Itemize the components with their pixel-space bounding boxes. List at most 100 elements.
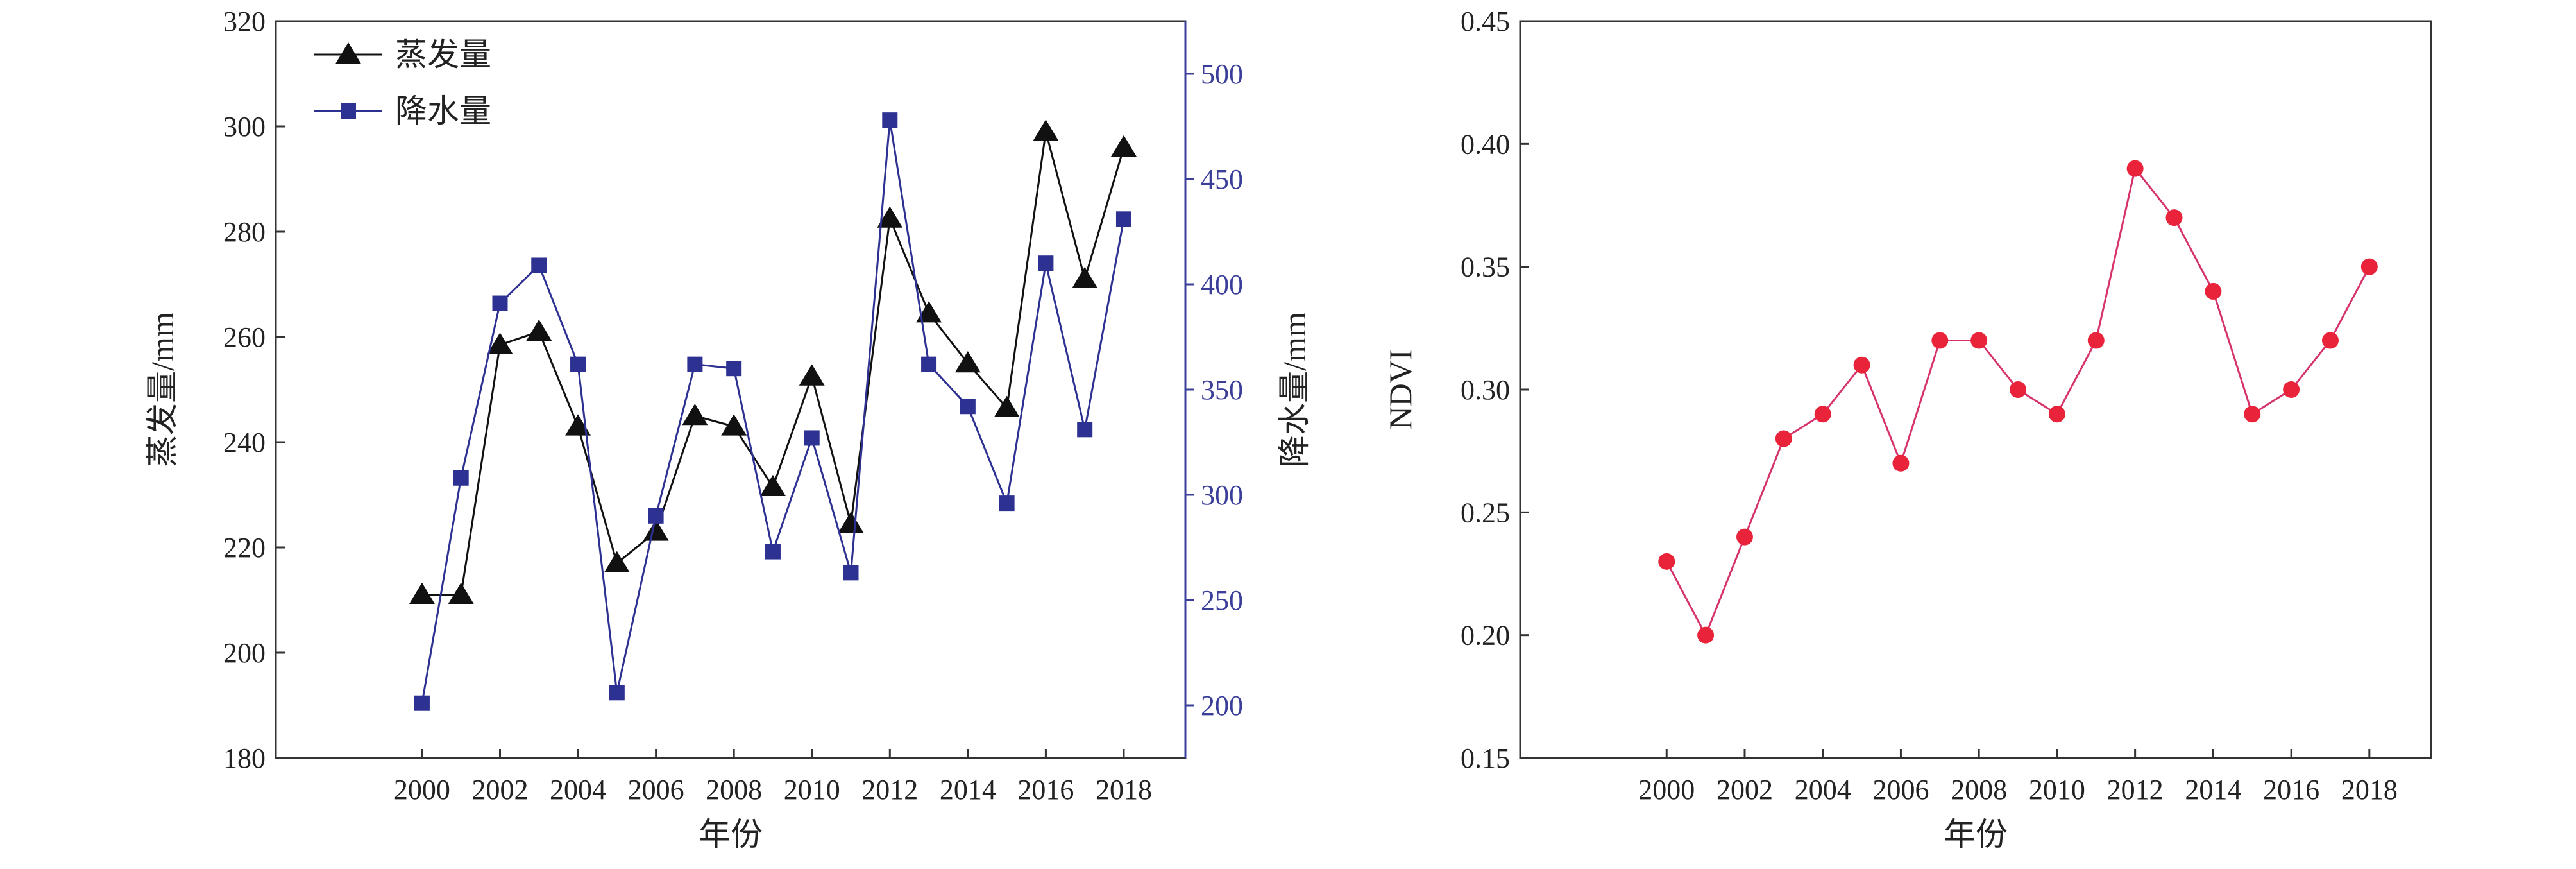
y-axis-label: 蒸发量/mm bbox=[144, 312, 180, 467]
y2-axis-label: 降水量/mm bbox=[1276, 312, 1312, 467]
y-tick-label: 240 bbox=[223, 427, 266, 458]
data-point-triangle bbox=[1072, 266, 1098, 289]
data-point-square bbox=[648, 508, 664, 524]
data-point-circle bbox=[1736, 528, 1753, 546]
data-point-triangle bbox=[994, 395, 1020, 417]
y2-tick-label: 300 bbox=[1201, 479, 1243, 511]
x-tick-label: 2002 bbox=[1716, 774, 1773, 805]
chart-evaporation-precipitation: 2000 2002 2004 2006 2008 2010 2012 2014 2016 2018… bbox=[144, 6, 1312, 852]
data-point-square bbox=[531, 257, 547, 273]
x-tick-label: 2002 bbox=[471, 774, 528, 805]
y-tick-label: 200 bbox=[223, 637, 266, 669]
y-tick-label: 280 bbox=[223, 216, 266, 248]
data-point-square bbox=[999, 495, 1015, 512]
y-tick-label: 300 bbox=[223, 111, 266, 142]
x-tick-label: 2014 bbox=[940, 774, 996, 805]
data-point-circle bbox=[1970, 332, 1988, 349]
x-tick-label: 2016 bbox=[2263, 774, 2319, 805]
data-point-square bbox=[570, 356, 586, 372]
data-point-triangle bbox=[954, 351, 981, 373]
legend-marker-square bbox=[341, 103, 356, 119]
x-tick-label: 2004 bbox=[1795, 774, 1851, 805]
x-tick-label: 2004 bbox=[550, 774, 606, 805]
y2-tick-label: 250 bbox=[1201, 585, 1243, 616]
data-point-square bbox=[609, 685, 625, 701]
data-point-square bbox=[960, 399, 976, 415]
data-point-square bbox=[492, 295, 508, 311]
x-tick-label: 2008 bbox=[1951, 774, 2007, 805]
data-point-triangle bbox=[643, 519, 669, 541]
y2-tick-label: 200 bbox=[1201, 690, 1243, 721]
legend-label: 降水量 bbox=[395, 93, 491, 129]
x-tick-label: 2010 bbox=[2029, 774, 2085, 805]
legend-marker-triangle bbox=[335, 42, 361, 64]
data-point-circle bbox=[2126, 160, 2144, 177]
data-point-triangle bbox=[1033, 119, 1059, 141]
x-tick-label: 2014 bbox=[2185, 774, 2241, 805]
data-point-triangle bbox=[487, 332, 513, 354]
data-point-triangle bbox=[916, 301, 942, 323]
data-point-triangle bbox=[604, 551, 630, 572]
data-point-circle bbox=[2360, 258, 2378, 275]
y2-tick-label: 350 bbox=[1201, 374, 1243, 406]
y2-tick-label: 500 bbox=[1201, 58, 1243, 90]
data-point-circle bbox=[2010, 381, 2027, 398]
y2-tick-label: 450 bbox=[1201, 164, 1243, 195]
x-tick-label: 2006 bbox=[628, 774, 684, 805]
x-tick-label: 2008 bbox=[706, 774, 762, 805]
data-point-triangle bbox=[721, 414, 747, 436]
data-point-square bbox=[804, 430, 820, 446]
data-point-square bbox=[414, 695, 430, 711]
data-point-square bbox=[921, 356, 937, 372]
data-point-square bbox=[453, 470, 469, 486]
data-point-circle bbox=[2087, 332, 2105, 349]
data-point-triangle bbox=[565, 414, 591, 436]
y-tick-label: 0.30 bbox=[1461, 374, 1510, 406]
x-tick-label: 2010 bbox=[784, 774, 840, 805]
data-point-circle bbox=[1697, 626, 1715, 644]
data-point-circle bbox=[2321, 332, 2339, 349]
data-point-triangle bbox=[409, 582, 435, 605]
data-point-circle bbox=[1931, 332, 1949, 349]
data-point-square bbox=[1077, 422, 1093, 438]
x-axis-label: 年份 bbox=[1944, 816, 2008, 852]
x-tick-label: 2006 bbox=[1872, 774, 1929, 805]
y-axis-label: NDVI bbox=[1382, 350, 1418, 430]
x-tick-label: 2000 bbox=[394, 774, 450, 805]
data-point-circle bbox=[2048, 406, 2065, 423]
data-point-triangle bbox=[448, 582, 474, 605]
data-point-square bbox=[765, 544, 781, 560]
y-tick-label: 0.20 bbox=[1461, 620, 1510, 651]
y-tick-label: 220 bbox=[223, 532, 266, 564]
data-point-square bbox=[1115, 211, 1131, 227]
y-tick-label: 0.40 bbox=[1461, 128, 1510, 160]
data-point-triangle bbox=[799, 364, 825, 386]
data-point-circle bbox=[1853, 356, 1870, 374]
data-point-circle bbox=[2283, 381, 2300, 398]
data-point-square bbox=[726, 361, 742, 377]
y-tick-label: 0.15 bbox=[1461, 743, 1510, 774]
series-square-line bbox=[421, 119, 1125, 703]
y-tick-label: 0.45 bbox=[1461, 6, 1510, 37]
data-point-circle bbox=[2165, 209, 2183, 227]
legend-label: 蒸发量 bbox=[395, 37, 491, 73]
data-point-circle bbox=[1892, 454, 1910, 472]
data-point-circle bbox=[1775, 430, 1792, 447]
data-point-square bbox=[843, 565, 859, 581]
data-point-square bbox=[882, 112, 898, 128]
data-point-triangle bbox=[1111, 135, 1137, 157]
data-point-triangle bbox=[877, 206, 903, 228]
data-point-circle bbox=[2205, 282, 2222, 300]
data-point-square bbox=[1038, 255, 1054, 271]
x-tick-label: 2012 bbox=[2107, 774, 2164, 805]
y-tick-label: 180 bbox=[223, 743, 266, 774]
x-axis-label: 年份 bbox=[699, 816, 763, 852]
data-point-triangle bbox=[759, 474, 786, 496]
data-point-triangle bbox=[682, 404, 708, 426]
series-triangle-line bbox=[421, 131, 1125, 596]
ndvi-line bbox=[1665, 166, 2371, 638]
data-point-circle bbox=[1658, 553, 1675, 570]
y-tick-label: 320 bbox=[223, 6, 266, 37]
data-point-square bbox=[687, 356, 703, 372]
